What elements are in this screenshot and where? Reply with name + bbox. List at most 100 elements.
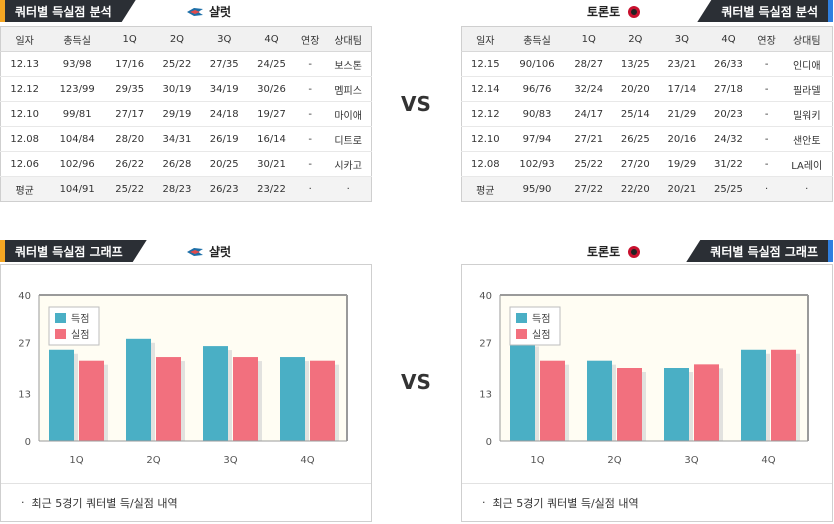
table-cell: 샌안토	[781, 126, 833, 152]
table-cell: 12.08	[0, 126, 49, 152]
table-cell: 13/25	[612, 51, 659, 77]
right-chart-box: 0 13 27 40 1Q 2Q 3Q 4Q 득점 실점 · 최근 5경기 쿼터별 득/실점 내역	[461, 264, 833, 522]
table-cell: 26/33	[705, 51, 752, 77]
x-tick-label: 1Q	[530, 455, 544, 466]
right-chart-note: · 최근 5경기 쿼터별 득/실점 내역	[462, 483, 832, 521]
table-cell: 19/29	[658, 151, 706, 177]
table-cell: ·	[325, 176, 372, 202]
table-cell: -	[751, 101, 782, 127]
vs-label-bottom: VS	[401, 370, 431, 394]
column-header: 총득실	[48, 26, 107, 52]
allowed-bar	[540, 360, 565, 441]
table-row: 12.08 102/93 25/22 27/20 19/29 31/22- LA레이	[461, 151, 833, 177]
table-cell: 12.15	[461, 51, 509, 77]
table-cell: 12.12	[0, 76, 49, 102]
table-cell: 20/25	[200, 151, 248, 177]
x-tick-label: 2Q	[607, 455, 621, 466]
average-row: 평균 104/91 25/22 28/23 26/23 23/22 · ·	[0, 176, 372, 202]
table-cell: -	[751, 51, 782, 77]
table-cell: 27/18	[705, 76, 752, 102]
legend-label: 득점	[71, 313, 89, 325]
right-team-header: 토론토	[587, 3, 643, 20]
column-header: 3Q	[200, 26, 248, 52]
table-cell: 24/25	[247, 51, 296, 77]
table-row: 12.14 96/76 32/24 20/20 17/14 27/18- 필라델	[461, 76, 833, 102]
left-chart-team-name: 샬럿	[209, 245, 232, 259]
table-cell: 34/31	[153, 126, 201, 152]
left-stats-panel: 쿼터별 득실점 분석 샬럿 일자 총득실 1Q 2Q 3Q 4Q 연장 상대팀 12.13 93…	[0, 0, 372, 210]
left-chart-tab: 쿼터별 득실점 그래프	[0, 240, 147, 262]
average-row: 평균 95/90 27/22 22/20 20/21 25/25 · ·	[461, 176, 833, 202]
left-chart-note: · 최근 5경기 쿼터별 득/실점 내역	[1, 483, 371, 521]
table-cell: 17/16	[106, 51, 154, 77]
left-chart-team-header: 샬럿	[186, 243, 231, 260]
table-cell: 26/22	[106, 151, 154, 177]
left-team-name: 샬럿	[209, 5, 232, 19]
score-bar	[203, 346, 228, 441]
table-cell: 27/35	[200, 51, 248, 77]
table-cell: 12.12	[461, 101, 509, 127]
score-bar	[664, 368, 689, 441]
column-header: 상대팀	[781, 26, 833, 52]
y-tick-label: 27	[18, 338, 31, 349]
table-cell: 104/84	[48, 126, 107, 152]
y-tick-label: 40	[479, 291, 492, 302]
legend-swatch	[516, 313, 527, 323]
column-header: 2Q	[153, 26, 201, 52]
table-cell: 99/81	[48, 101, 107, 127]
table-row: 12.12 90/83 24/17 25/14 21/29 20/23- 밀워키	[461, 101, 833, 127]
legend-swatch	[55, 329, 66, 339]
table-cell: 90/106	[508, 51, 566, 77]
column-header: 연장	[751, 26, 782, 52]
table-cell: 20/23	[705, 101, 752, 127]
table-cell: 28/27	[565, 51, 613, 77]
table-cell: 12.14	[461, 76, 509, 102]
table-header-row: 일자 총득실 1Q 2Q 3Q 4Q 연장 상대팀	[461, 26, 833, 52]
allowed-bar	[79, 360, 104, 441]
table-row: 12.13 93/98 17/16 25/22 27/35 24/25- 보스톤	[0, 51, 372, 77]
table-cell: -	[751, 126, 782, 152]
allowed-bar	[771, 349, 796, 441]
table-row: 12.12 123/99 29/35 30/19 34/19 30/26- 멤피스	[0, 76, 372, 102]
table-cell: 123/99	[48, 76, 107, 102]
table-cell: 시카고	[325, 151, 372, 177]
right-stats-panel: 쿼터별 득실점 분석 토론토 일자 총득실 1Q 2Q 3Q 4Q 연장 상대팀 12.15 9…	[461, 0, 833, 210]
table-cell: 보스톤	[325, 51, 372, 77]
left-team-header: 샬럿	[186, 3, 231, 20]
y-tick-label: 40	[18, 291, 31, 302]
column-header: 4Q	[247, 26, 296, 52]
table-cell: -	[295, 126, 326, 152]
table-cell: -	[295, 101, 326, 127]
x-tick-label: 4Q	[761, 455, 775, 466]
table-cell: 27/20	[612, 151, 659, 177]
allowed-bar	[233, 357, 258, 441]
y-tick-label: 27	[479, 338, 492, 349]
left-chart-note-text: 최근 5경기 쿼터별 득/실점 내역	[31, 496, 178, 510]
score-bar	[49, 349, 74, 441]
table-row: 12.10 99/81 27/17 29/19 24/18 19/27- 마이애	[0, 101, 372, 127]
table-cell: 22/20	[612, 176, 659, 202]
table-cell: 30/26	[247, 76, 296, 102]
table-cell: 96/76	[508, 76, 566, 102]
table-cell: 27/17	[106, 101, 154, 127]
table-cell: ·	[751, 176, 782, 202]
table-cell: -	[295, 76, 326, 102]
table-cell: 평균	[461, 176, 509, 202]
score-bar	[510, 342, 535, 441]
raptors-logo-icon	[628, 245, 641, 258]
table-cell: 평균	[0, 176, 49, 202]
vs-label-top: VS	[401, 92, 431, 116]
legend-label: 득점	[532, 313, 550, 325]
table-cell: 23/22	[247, 176, 296, 202]
column-header: 연장	[295, 26, 326, 52]
table-cell: 12.08	[461, 151, 509, 177]
table-cell: 24/32	[705, 126, 752, 152]
table-cell: -	[751, 76, 782, 102]
column-header: 4Q	[705, 26, 752, 52]
table-cell: -	[295, 51, 326, 77]
table-cell: 밀워키	[781, 101, 833, 127]
right-chart-team-header: 토론토	[587, 243, 643, 260]
table-cell: 32/24	[565, 76, 613, 102]
allowed-bar	[310, 360, 335, 441]
